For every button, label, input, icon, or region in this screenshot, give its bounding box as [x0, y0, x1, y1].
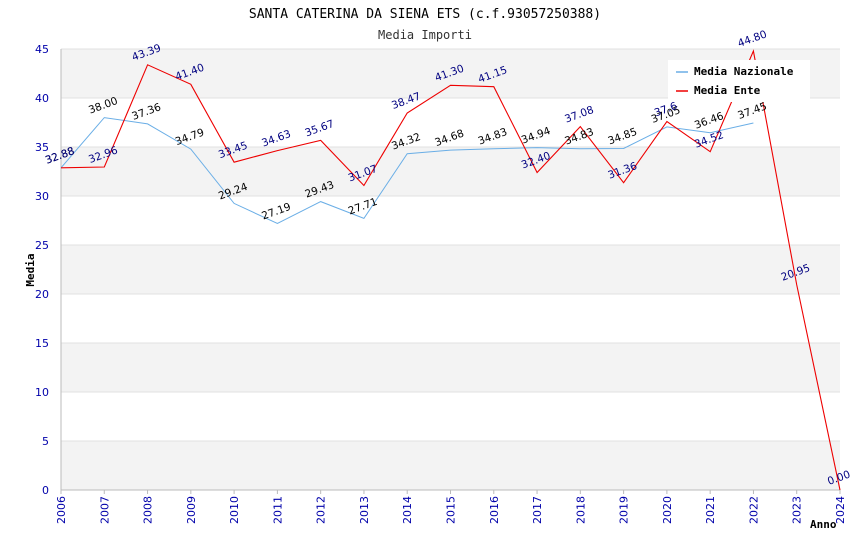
x-tick-label: 2022 — [747, 496, 760, 524]
y-tick-label: 35 — [35, 141, 49, 154]
y-tick-label: 10 — [35, 386, 49, 399]
tick-labels: 0 5 10 15 20 25 30 35 40 45 2006 2007 2008 2009 2010 20… — [35, 43, 847, 524]
chart-title: SANTA CATERINA DA SIENA ETS (c.f.9305725… — [249, 7, 601, 22]
x-tick-label: 2012 — [315, 496, 328, 524]
x-tick-label: 2011 — [271, 496, 284, 524]
data-label: 35.67 — [303, 118, 335, 140]
data-label: 34.83 — [477, 126, 509, 148]
legend-background — [668, 60, 810, 102]
axes — [60, 49, 841, 494]
x-tick-label: 2010 — [228, 496, 241, 524]
x-tick-label: 2006 — [55, 496, 68, 524]
y-tick-label: 30 — [35, 190, 49, 203]
y-axis-label: Media — [24, 253, 37, 286]
data-label: 34.94 — [520, 125, 553, 147]
x-tick-label: 2017 — [531, 496, 544, 524]
data-label: 37.36 — [130, 101, 163, 123]
gridlines — [61, 48, 840, 491]
x-tick-label: 2019 — [618, 496, 631, 524]
grid-band — [61, 441, 840, 490]
x-tick-label: 2014 — [401, 496, 414, 524]
x-tick-label: 2007 — [98, 496, 111, 524]
y-tick-label: 20 — [35, 288, 49, 301]
data-label: 34.83 — [563, 126, 595, 148]
x-axis-label: Anno — [810, 518, 837, 531]
y-tick-label: 45 — [35, 43, 49, 56]
series-line-1 — [60, 49, 841, 491]
y-tick-label: 0 — [42, 484, 49, 497]
x-tick-label: 2018 — [574, 496, 587, 524]
data-label: 34.79 — [174, 126, 206, 148]
y-tick-label: 15 — [35, 337, 49, 350]
x-tick-label: 2021 — [704, 496, 717, 524]
legend-label-media-nazionale: Media Nazionale — [694, 65, 794, 78]
x-tick-label: 2015 — [445, 496, 458, 524]
data-label: 37.08 — [563, 104, 595, 126]
grid-bands — [61, 49, 840, 490]
grid-band — [61, 147, 840, 196]
x-tick-label: 2013 — [358, 496, 371, 524]
data-label: 27.19 — [260, 201, 292, 223]
grid-band — [61, 343, 840, 392]
data-label: 44.80 — [736, 28, 768, 50]
x-tick-label: 2024 — [834, 496, 847, 524]
grid-band — [61, 245, 840, 294]
legend: Media Nazionale Media Ente — [668, 60, 810, 102]
x-tick-label: 2009 — [185, 496, 198, 524]
data-label: 27.71 — [347, 196, 379, 218]
legend-label-media-ente: Media Ente — [694, 84, 761, 97]
x-tick-label: 2023 — [791, 496, 804, 524]
chart-subtitle: Media Importi — [378, 28, 472, 42]
data-label: 34.85 — [606, 126, 638, 148]
series-lines — [60, 49, 841, 491]
y-tick-label: 40 — [35, 92, 49, 105]
x-tick-label: 2016 — [488, 496, 501, 524]
data-label: 34.68 — [433, 128, 465, 150]
data-label: 34.63 — [260, 128, 292, 150]
y-tick-label: 25 — [35, 239, 49, 252]
series-line-0 — [60, 117, 754, 225]
x-tick-label: 2020 — [661, 496, 674, 524]
data-label: 37.45 — [736, 100, 768, 122]
x-tick-label: 2008 — [142, 496, 155, 524]
y-tick-label: 5 — [42, 435, 49, 448]
